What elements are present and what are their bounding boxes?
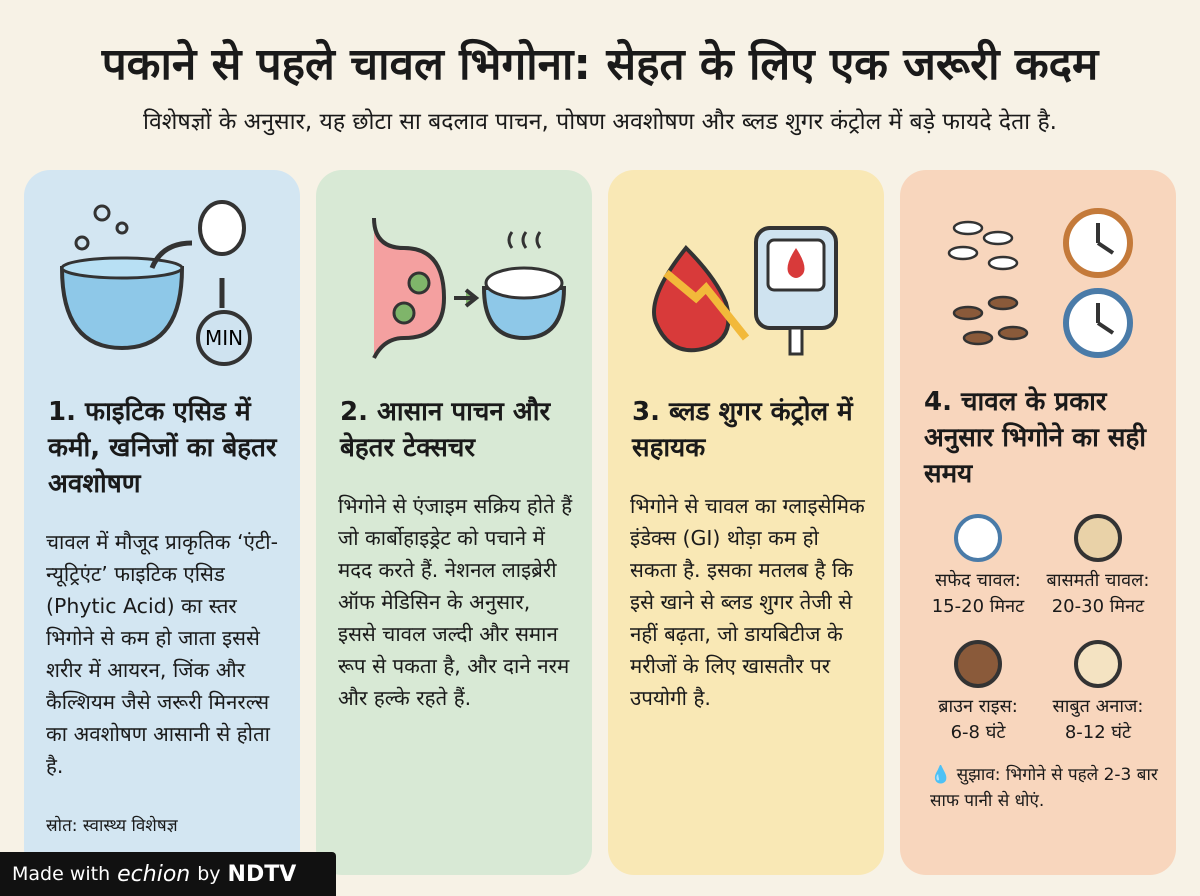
title: पकाने से पहले चावल भिगोना: सेहत के लिए ए… — [101, 39, 1099, 90]
card-heading: 2. आसान पाचन और बेहतर टेक्सचर — [340, 397, 551, 463]
rice-name: ब्राउन राइस: — [938, 696, 1018, 717]
card-source: स्रोत: स्वास्थ्य विशेषज्ञ — [46, 816, 178, 836]
card: 3. ब्लड शुगर कंट्रोल में सहायक भिगोने से… — [608, 170, 884, 875]
rice-name: साबुत अनाज: — [1052, 696, 1144, 717]
card: 4. चावल के प्रकार अनुसार भिगोने का सही स… — [900, 170, 1176, 875]
soak-time: 8-12 घंटे — [1064, 722, 1132, 743]
by: by — [197, 863, 221, 885]
soak-item: साबुत अनाज: 8-12 घंटे — [1038, 638, 1158, 746]
icon-label: MIN — [205, 326, 243, 350]
rice-icon — [1074, 514, 1122, 562]
card: 2. आसान पाचन और बेहतर टेक्सचर भिगोने से … — [316, 170, 592, 875]
soak-time: 6-8 घंटे — [950, 722, 1006, 743]
footer: Made with echion by NDTV — [0, 852, 336, 896]
tip-text: सुझाव: भिगोने से पहले 2-3 बार साफ पानी स… — [930, 765, 1158, 811]
soak-item: सफेद चावल: 15-20 मिनट — [918, 512, 1038, 620]
rice-name: सफेद चावल: — [935, 570, 1021, 591]
tip: 💧 सुझाव: भिगोने से पहले 2-3 बार साफ पानी… — [930, 762, 1158, 814]
soak-time: 20-30 मिनट — [1051, 596, 1145, 617]
made-with: Made with — [12, 863, 111, 885]
brand: echion — [117, 861, 191, 887]
soak-time: 15-20 मिनट — [931, 596, 1025, 617]
card-heading: 1. फाइटिक एसिड में कमी, खनिजों का बेहतर … — [48, 397, 277, 499]
subtitle: विशेषज्ञों के अनुसार, यह छोटा सा बदलाव प… — [143, 109, 1057, 135]
card-body: चावल में मौजूद प्राकृतिक ‘एंटी-न्यूट्रिए… — [46, 530, 278, 778]
card-heading: 4. चावल के प्रकार अनुसार भिगोने का सही स… — [924, 387, 1147, 489]
icon-bowl: MIN — [59, 200, 252, 366]
rice-icon — [954, 640, 1002, 688]
card: MIN 1. फाइटिक एसिड में कमी, खनिजों का बे… — [24, 170, 300, 875]
rice-icon — [954, 514, 1002, 562]
card-heading: 3. ब्लड शुगर कंट्रोल में सहायक — [632, 397, 853, 463]
soak-item: बासमती चावल: 20-30 मिनट — [1038, 512, 1158, 620]
partner: NDTV — [227, 861, 297, 887]
icon-rice-clock — [947, 208, 1133, 358]
rice-name: बासमती चावल: — [1046, 570, 1150, 591]
rice-icon — [1074, 640, 1122, 688]
card-body: भिगोने से चावल का ग्लाइसेमिक इंडेक्स (GI… — [630, 494, 865, 710]
card-body: भिगोने से एंजाइम सक्रिय होते हैं जो कार्… — [338, 494, 573, 710]
icon-blood-sugar — [652, 226, 838, 356]
icon-digestion — [372, 217, 567, 359]
drop-icon: 💧 — [930, 765, 952, 785]
soak-item: ब्राउन राइस: 6-8 घंटे — [918, 638, 1038, 746]
soak-times: सफेद चावल: 15-20 मिनट बासमती चावल: 20-30 मि… — [918, 512, 1158, 746]
